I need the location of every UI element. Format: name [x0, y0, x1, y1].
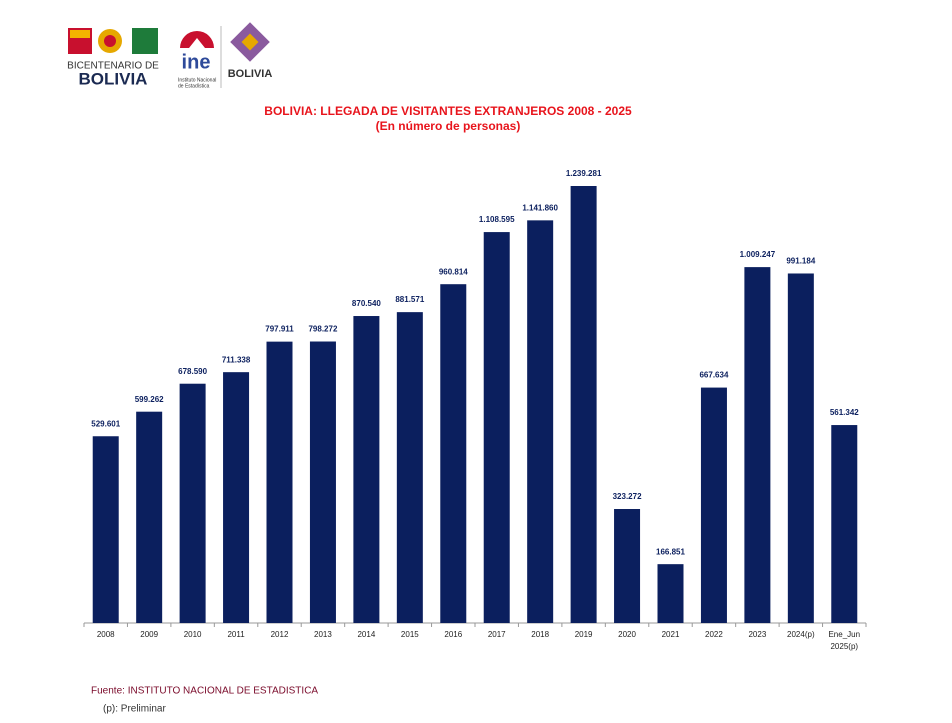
logo-block [180, 31, 214, 48]
value-label: 870.540 [352, 299, 381, 308]
bar [266, 341, 293, 623]
value-label: 166.851 [656, 547, 685, 556]
value-label: 797.911 [265, 325, 294, 334]
note: (p): Preliminar [103, 704, 166, 715]
x-tick-label: 2011 [227, 630, 245, 639]
value-label: 711.338 [222, 355, 251, 364]
x-tick-label: 2010 [184, 630, 202, 639]
bar [92, 436, 119, 623]
bar [309, 341, 336, 623]
bar [744, 267, 771, 623]
bar [440, 284, 467, 623]
chart-title: BOLIVIA: LLEGADA DE VISITANTES EXTRANJER… [264, 104, 632, 118]
bar [223, 372, 250, 623]
bar [353, 316, 380, 623]
logo-block [132, 28, 158, 54]
value-label: 1.108.595 [479, 215, 515, 224]
x-tick-label: 2023 [748, 630, 766, 639]
x-tick-label: 2019 [575, 630, 593, 639]
bar [787, 273, 814, 623]
value-label: 960.814 [439, 267, 468, 276]
value-label: 667.634 [699, 371, 728, 380]
value-label: 1.141.860 [522, 203, 558, 212]
logo-text: BICENTENARIO DE [67, 61, 159, 72]
x-tick-label-line: Ene_Jun [828, 630, 860, 639]
x-tick-label: 2017 [488, 630, 506, 639]
bar [483, 232, 510, 623]
bar [179, 383, 206, 623]
bar [614, 509, 641, 623]
x-tick-label: 2024(p) [787, 630, 815, 639]
logo-text: de Estadística [178, 83, 210, 89]
x-tick-label: 2008 [97, 630, 115, 639]
x-tick-label-line: 2025(p) [830, 642, 858, 651]
value-label: 881.571 [395, 295, 424, 304]
x-tick-label: 2013 [314, 630, 332, 639]
bar [136, 411, 163, 623]
x-tick-label: Ene_Jun 2025(p) [828, 630, 860, 651]
bar [396, 312, 423, 623]
x-tick-label: 2022 [705, 630, 723, 639]
x-tick-label: 2014 [357, 630, 375, 639]
bar [570, 186, 597, 623]
value-label: 529.601 [91, 419, 120, 428]
value-label: 798.272 [308, 325, 337, 334]
logo-text: Instituto Nacional [178, 77, 216, 83]
value-label: 1.239.281 [566, 169, 602, 178]
value-label: 599.262 [135, 395, 164, 404]
x-tick-label: 2016 [444, 630, 462, 639]
value-label: 678.590 [178, 367, 207, 376]
source: Fuente: INSTITUTO NACIONAL DE ESTADISTIC… [91, 686, 318, 697]
value-label: 561.342 [830, 408, 859, 417]
x-tick-label: 2009 [140, 630, 158, 639]
bar [831, 425, 858, 623]
logos: BICENTENARIO DE BOLIVIA ine Instituto Na… [67, 22, 272, 89]
logo-text: BOLIVIA [79, 69, 148, 88]
chart-subtitle: (En número de personas) [376, 119, 521, 133]
logo-text: ine [182, 51, 211, 73]
x-tick-label: 2015 [401, 630, 419, 639]
x-tick-label: 2012 [271, 630, 289, 639]
value-label: 323.272 [613, 492, 642, 501]
x-tick-label: 2018 [531, 630, 549, 639]
x-tick-label: 2020 [618, 630, 636, 639]
value-label: 1.009.247 [740, 250, 776, 259]
logo-block [70, 30, 90, 38]
logo-text: BOLIVIA [228, 68, 273, 80]
x-tick-label: 2021 [662, 630, 680, 639]
value-label: 991.184 [786, 257, 815, 266]
logo-block [104, 35, 116, 47]
bar [527, 220, 554, 623]
bar [657, 564, 684, 623]
bar [700, 387, 727, 623]
